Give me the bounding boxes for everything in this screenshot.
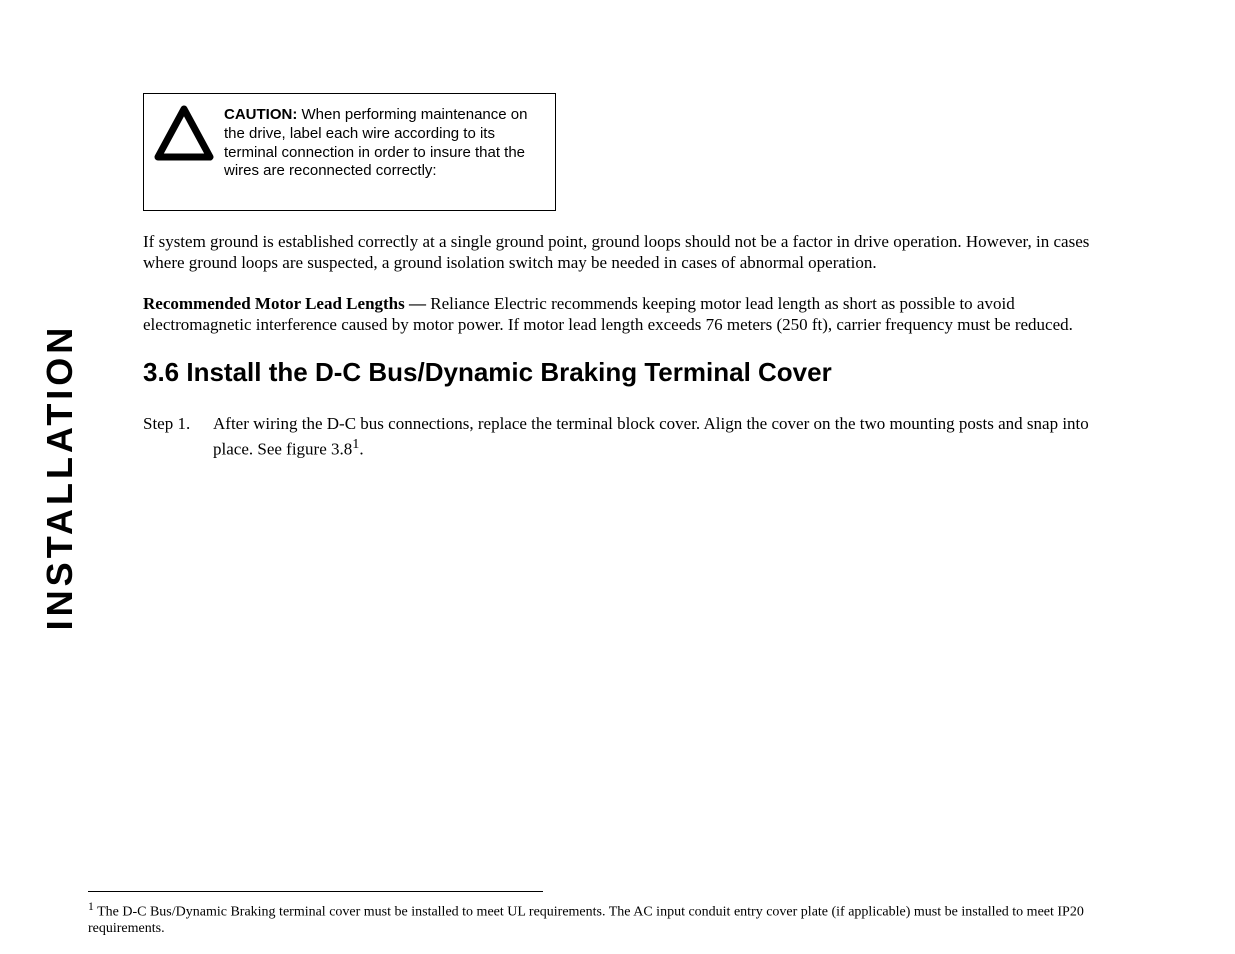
paragraph-lead-lengths: Recommended Motor Lead Lengths — Relianc…	[143, 294, 1115, 335]
body-content: If system ground is established correctl…	[143, 232, 1115, 461]
page-side-label: INSTALLATION	[39, 324, 81, 631]
step-text-b: .	[359, 440, 363, 459]
step-label: Step 1.	[143, 414, 213, 434]
step-1: Step 1. After wiring the D-C bus connect…	[143, 413, 1115, 461]
section-heading: 3.6 Install the D-C Bus/Dynamic Braking …	[143, 357, 1115, 388]
footnote-rule	[88, 891, 543, 892]
step-text-a: After wiring the D-C bus connections, re…	[213, 414, 1089, 459]
caution-label: CAUTION:	[224, 106, 302, 123]
page-root: INSTALLATION CAUTION: When performing ma…	[0, 0, 1235, 954]
caution-callout: CAUTION: When performing maintenance on …	[143, 93, 556, 211]
footnote-text: The D-C Bus/Dynamic Braking terminal cov…	[88, 905, 1084, 937]
caution-triangle-icon	[150, 99, 218, 167]
step-body: After wiring the D-C bus connections, re…	[213, 413, 1115, 461]
paragraph-grounding: If system ground is established correctl…	[143, 232, 1115, 273]
footnote: 1 The D-C Bus/Dynamic Braking terminal c…	[88, 900, 1108, 938]
paragraph-lead-label: Recommended Motor Lead Lengths —	[143, 294, 430, 313]
caution-text: CAUTION: When performing maintenance on …	[224, 94, 555, 189]
